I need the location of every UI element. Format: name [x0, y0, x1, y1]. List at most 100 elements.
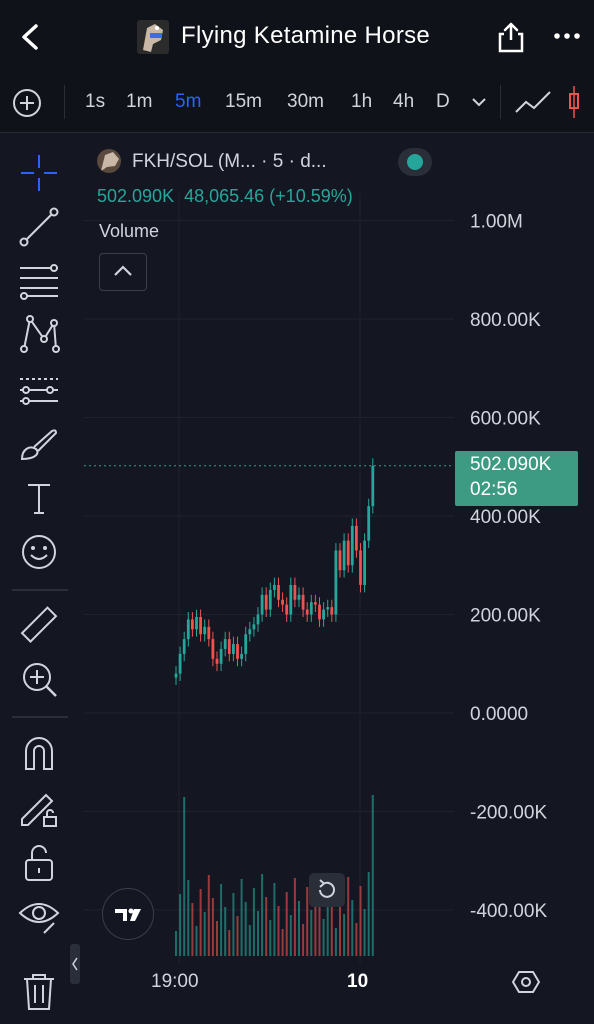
candle-body	[281, 599, 284, 605]
timeframe-15m[interactable]: 15m	[225, 91, 262, 112]
candle-body	[174, 673, 178, 678]
reset-chart-button[interactable]	[309, 873, 345, 907]
volume-bar	[281, 929, 284, 956]
chevron-down-icon[interactable]	[470, 94, 488, 110]
candlestick-chart[interactable]: 1.00M 800.00K 600.00K 400.00K 200.00K 0.0000 -…	[84, 133, 594, 1024]
volume-bar	[211, 898, 214, 956]
candle-body	[277, 584, 280, 600]
candle-body	[236, 644, 239, 659]
candlestick-chart-icon[interactable]	[564, 84, 594, 120]
candle-body	[219, 648, 223, 664]
brush-icon[interactable]	[18, 423, 60, 465]
candle-body	[326, 607, 330, 610]
volume-bar	[199, 889, 202, 956]
volume-bar	[298, 901, 300, 956]
volume-bar	[351, 900, 354, 956]
candle-body	[207, 626, 211, 640]
candle-body	[305, 609, 309, 615]
volume-bar	[257, 911, 259, 956]
chart-settings-icon[interactable]	[511, 968, 541, 996]
timeframe-4h[interactable]: 4h	[393, 91, 415, 112]
forecast-icon[interactable]	[18, 369, 60, 411]
volume-bar	[195, 926, 198, 956]
zoom-in-icon[interactable]	[18, 658, 60, 700]
divider	[500, 85, 501, 119]
candle-body	[322, 609, 325, 620]
emoji-icon[interactable]	[18, 531, 60, 573]
market-status-dot	[407, 154, 423, 170]
candle-body	[330, 607, 334, 615]
volume-label: Volume	[99, 221, 160, 241]
timeframe-1s[interactable]: 1s	[85, 91, 106, 112]
volume-bar	[187, 880, 190, 956]
back-icon[interactable]	[16, 20, 46, 54]
candle-body	[227, 639, 231, 654]
magnet-icon[interactable]	[18, 733, 60, 775]
volume-bar	[207, 875, 210, 956]
collapse-toolbar-handle[interactable]	[70, 944, 80, 984]
volume-bar	[175, 931, 177, 956]
tradingview-logo[interactable]	[102, 888, 154, 940]
timeframe-1h[interactable]: 1h	[351, 91, 373, 112]
candle-body	[338, 550, 342, 571]
timeframe-30m[interactable]: 30m	[287, 91, 324, 112]
volume-bar	[248, 925, 251, 956]
volume-bar	[265, 897, 268, 956]
share-icon[interactable]	[496, 18, 526, 54]
candle-body	[363, 540, 366, 585]
candle-body	[297, 594, 301, 600]
candle-body	[314, 602, 317, 605]
crosshair-icon[interactable]	[18, 152, 60, 194]
candle-body	[355, 525, 358, 551]
y-axis-label: 0.0000	[470, 704, 528, 725]
timeframe-d[interactable]: D	[436, 91, 450, 112]
legend-price: 502.090K	[97, 186, 175, 206]
timeframe-1m[interactable]: 1m	[126, 91, 153, 112]
text-icon[interactable]	[18, 477, 60, 519]
pattern-icon[interactable]	[18, 313, 60, 355]
x-axis-label: 19:00	[151, 971, 199, 992]
toolbar-divider	[12, 716, 68, 718]
x-axis-label: 10	[347, 971, 369, 992]
volume-bar	[289, 915, 292, 956]
volume-bar	[183, 797, 186, 956]
line-chart-icon[interactable]	[514, 88, 554, 116]
candle-body	[252, 624, 256, 630]
candle-body	[232, 644, 235, 654]
candle-body	[186, 619, 190, 640]
volume-bar	[285, 892, 288, 956]
candle-body	[285, 604, 289, 615]
candle-body	[178, 653, 182, 674]
volume-bar	[244, 902, 247, 956]
volume-bar	[359, 886, 362, 956]
symbol-title[interactable]: FKH/SOL (M... · 5 · d...	[132, 151, 327, 172]
toolbar-divider	[12, 589, 68, 591]
candle-body	[215, 658, 219, 664]
fib-retracement-icon[interactable]	[18, 260, 60, 302]
lock-drawing-icon[interactable]	[18, 787, 60, 829]
lock-icon[interactable]	[18, 842, 60, 884]
volume-bar	[330, 905, 333, 956]
volume-bar	[326, 882, 329, 956]
last-price-tag	[455, 451, 578, 506]
volume-bar	[236, 916, 239, 956]
timeframe-5m[interactable]: 5m	[175, 91, 202, 112]
candle-body	[371, 465, 375, 507]
candle-body	[350, 525, 354, 566]
candle-body	[191, 619, 194, 630]
more-icon[interactable]	[552, 26, 582, 46]
volume-bar	[334, 928, 337, 956]
candle-body	[293, 584, 297, 600]
trash-icon[interactable]	[18, 971, 60, 1013]
add-indicator-icon[interactable]	[12, 88, 42, 118]
volume-bar	[302, 924, 305, 956]
page-title: Flying Ketamine Horse	[181, 22, 431, 49]
y-axis-label: 600.00K	[470, 409, 541, 430]
ruler-icon[interactable]	[18, 605, 60, 647]
candle-body	[199, 616, 202, 635]
volume-bar	[252, 888, 255, 956]
eye-icon[interactable]	[18, 895, 60, 937]
trend-line-icon[interactable]	[18, 206, 60, 248]
collapse-legend-button[interactable]	[99, 253, 147, 291]
candle-body	[342, 540, 346, 571]
